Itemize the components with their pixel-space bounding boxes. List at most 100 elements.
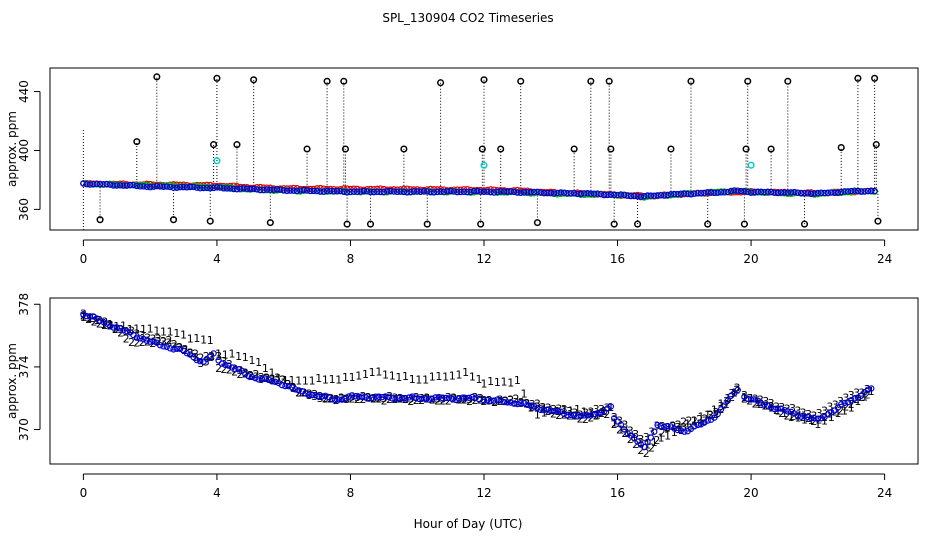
- bottom-point-o: [225, 362, 232, 369]
- top-point: [467, 188, 474, 196]
- top-point: [734, 187, 741, 194]
- bottom-point-o: [868, 385, 875, 392]
- top-point: [721, 189, 728, 196]
- bottom-point-o: [784, 408, 792, 415]
- bottom-point-2: 2: [598, 407, 605, 420]
- bottom-point-2: 2: [837, 404, 844, 417]
- bottom-point-o: [507, 399, 514, 406]
- top-point: [450, 188, 458, 195]
- bottom-point-2: 2: [343, 393, 350, 406]
- spike-point: [587, 77, 595, 85]
- spike-point: [517, 77, 525, 85]
- spike-point: [206, 217, 214, 225]
- bottom-point-1: 1: [140, 323, 147, 336]
- bottom-point-1: 1: [382, 369, 389, 382]
- bottom-point-2: 2: [821, 411, 828, 424]
- bottom-point-1: 1: [120, 320, 127, 333]
- top-point: [607, 191, 615, 198]
- bottom-point-o: [425, 396, 433, 403]
- bottom-point-1: 1: [574, 403, 581, 416]
- top-point: [220, 185, 227, 192]
- bottom-point-1: 1: [644, 439, 651, 452]
- bottom-point-3: 3: [621, 418, 628, 431]
- bottom-point-1: 1: [180, 329, 187, 342]
- spike-point: [497, 145, 505, 153]
- top-point: [277, 186, 284, 193]
- bottom-point-2: 2: [778, 407, 785, 420]
- bottom-point-o: [817, 415, 825, 422]
- bottom-point-o: [500, 398, 508, 406]
- top-point: [454, 188, 461, 196]
- top-point: [280, 187, 287, 194]
- top-x-axis: 0 4 8 12 16 20 24: [80, 239, 892, 266]
- bottom-point-o: [163, 343, 171, 351]
- top-point: [297, 187, 304, 194]
- top-point: [848, 187, 855, 195]
- top-point: [834, 189, 842, 197]
- bottom-point-o: [777, 405, 785, 412]
- top-point: [587, 190, 595, 197]
- bottom-x-tick-label: 8: [347, 486, 355, 500]
- spike-point: [634, 220, 642, 228]
- bottom-point-1: 1: [821, 415, 828, 428]
- bottom-point-1: 1: [462, 366, 469, 379]
- bottom-point-o: [497, 397, 504, 404]
- top-point: [831, 189, 838, 197]
- top-y-axis-label: approx. ppm: [5, 111, 19, 187]
- bottom-point-o: [265, 376, 272, 384]
- bottom-point-o: [751, 396, 758, 403]
- top-point: [320, 188, 327, 195]
- top-point: [273, 186, 281, 193]
- bottom-point-2: 2: [643, 447, 650, 460]
- bottom-point-o: [432, 394, 439, 401]
- top-point: [540, 189, 548, 197]
- top-point: [554, 189, 561, 197]
- bottom-point-3: 3: [741, 389, 748, 402]
- bottom-point-2: 2: [534, 400, 541, 413]
- spike-point: [233, 141, 241, 149]
- top-point: [687, 191, 695, 198]
- bottom-point-o: [183, 349, 191, 357]
- top-point: [190, 183, 197, 191]
- bottom-point-o: [160, 343, 167, 350]
- bottom-point-1: 1: [275, 372, 282, 385]
- bottom-point-1: 1: [147, 323, 154, 336]
- spike-point: [874, 217, 882, 225]
- top-point: [86, 181, 94, 188]
- top-point: [243, 185, 251, 192]
- bottom-point-o: [714, 410, 721, 418]
- bottom-point-1: 1: [315, 372, 322, 385]
- top-point: [263, 186, 271, 193]
- top-point: [193, 184, 201, 191]
- top-point: [664, 191, 671, 199]
- bottom-x-tick-label: 24: [877, 486, 892, 500]
- bottom-point-1: 1: [521, 388, 528, 401]
- top-point: [317, 188, 324, 195]
- bottom-y-tick-label: 370: [17, 418, 31, 441]
- top-point: [674, 190, 681, 198]
- bottom-point-o: [580, 412, 588, 419]
- bottom-point-2: 2: [685, 415, 692, 428]
- bottom-point-o: [355, 393, 363, 400]
- top-point: [704, 188, 711, 196]
- bottom-point-3: 3: [187, 346, 194, 359]
- top-point: [330, 187, 337, 195]
- bottom-point-1: 1: [624, 427, 631, 440]
- bottom-point-1: 1: [834, 407, 841, 420]
- spike-point: [96, 216, 104, 224]
- bottom-point-1: 1: [389, 370, 396, 383]
- bottom-point-2: 2: [269, 374, 276, 387]
- bottom-point-2: 2: [632, 438, 639, 451]
- top-point: [564, 190, 571, 197]
- bottom-point-3: 3: [208, 351, 215, 364]
- top-point: [490, 189, 498, 196]
- bottom-point-3: 3: [155, 333, 162, 346]
- spike-point: [667, 145, 675, 153]
- bottom-point-2: 2: [381, 395, 388, 408]
- bottom-point-o: [197, 358, 204, 365]
- bottom-point-o: [527, 402, 534, 410]
- bottom-point-1: 1: [215, 348, 222, 361]
- top-point: [844, 188, 852, 195]
- bottom-point-o: [445, 394, 453, 401]
